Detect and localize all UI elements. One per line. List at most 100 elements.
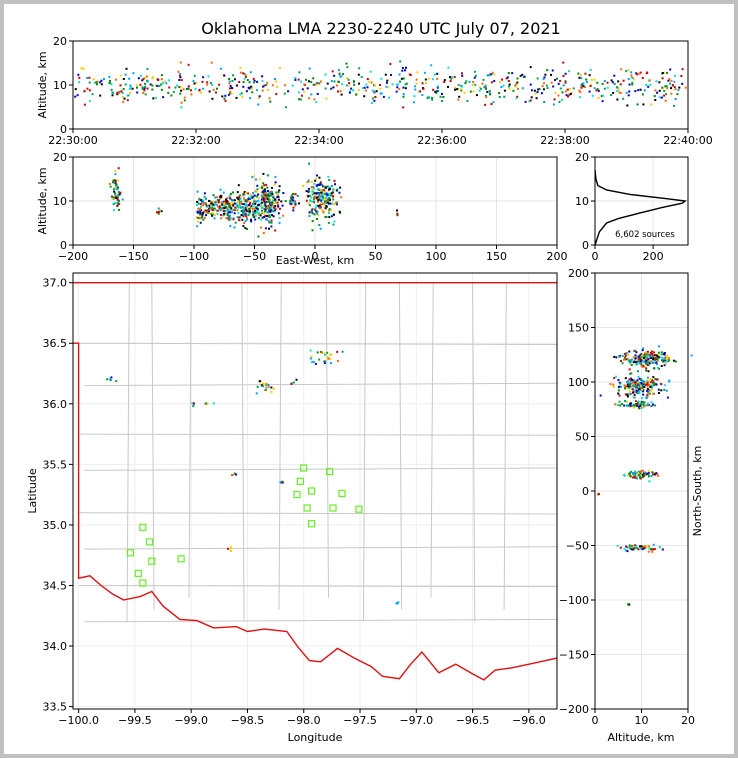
lightning-source <box>262 232 265 234</box>
lightning-source <box>645 359 648 362</box>
lightning-source <box>645 353 648 356</box>
lightning-source <box>639 361 642 364</box>
lightning-source <box>245 209 248 212</box>
lightning-source <box>143 77 146 79</box>
county-line <box>84 618 557 623</box>
lightning-source <box>117 167 120 170</box>
lightning-source <box>681 68 684 71</box>
lightning-source <box>265 386 268 389</box>
lightning-source <box>270 194 272 197</box>
lightning-source <box>223 204 225 207</box>
lightning-source <box>481 82 484 85</box>
lightning-source <box>421 82 424 85</box>
lightning-source <box>129 88 132 90</box>
lightning-source <box>116 193 119 196</box>
lightning-source <box>129 84 132 87</box>
lightning-source <box>202 204 205 207</box>
lightning-source <box>649 83 652 86</box>
lightning-source <box>332 195 335 198</box>
lightning-source <box>668 359 671 362</box>
lightning-source <box>449 76 451 79</box>
lightning-source <box>652 376 655 379</box>
lightning-source <box>294 77 297 79</box>
lightning-source <box>654 404 657 407</box>
longitude-tick-label: −97.5 <box>343 714 377 727</box>
lightning-source <box>637 375 640 378</box>
lightning-source <box>308 97 311 100</box>
lightning-source <box>625 401 628 403</box>
lightning-source <box>316 218 318 220</box>
lightning-source <box>613 74 616 77</box>
lightning-source <box>223 201 226 204</box>
lightning-source <box>617 80 620 83</box>
lightning-source <box>214 207 217 210</box>
lightning-source <box>332 86 335 89</box>
lightning-source <box>266 190 269 192</box>
lightning-source <box>512 89 515 92</box>
lightning-source <box>247 86 250 89</box>
lightning-source <box>640 406 643 409</box>
lightning-source <box>370 81 373 84</box>
lightning-source <box>122 88 125 91</box>
lightning-source <box>630 74 633 77</box>
lightning-source <box>236 204 239 207</box>
lightning-source <box>672 359 675 362</box>
lightning-source <box>249 204 252 207</box>
lightning-source <box>648 469 651 472</box>
lightning-source <box>211 201 214 203</box>
lightning-source <box>308 180 311 183</box>
latitude-tick-label: 34.0 <box>43 640 68 653</box>
lightning-source <box>201 87 204 90</box>
lightning-source <box>226 207 229 210</box>
lightning-source <box>629 379 632 382</box>
lightning-source <box>178 79 181 81</box>
lightning-source <box>276 194 279 197</box>
lightning-source <box>115 196 118 199</box>
lightning-source <box>311 208 314 211</box>
lightning-source <box>636 546 639 549</box>
lightning-source <box>590 78 593 81</box>
lightning-source <box>82 67 85 70</box>
lightning-source <box>626 357 629 360</box>
lightning-source <box>198 198 201 201</box>
lightning-source <box>269 210 272 213</box>
lightning-source <box>228 211 231 214</box>
lightning-source <box>651 550 654 553</box>
lightning-source <box>237 184 240 187</box>
lightning-source <box>633 406 636 409</box>
lightning-source <box>319 195 322 198</box>
lightning-source <box>624 354 627 357</box>
lightning-source <box>646 404 649 407</box>
lightning-source <box>219 213 222 216</box>
lightning-source <box>330 80 333 83</box>
lightning-source <box>416 71 419 74</box>
lightning-source <box>301 88 304 91</box>
lightning-source <box>632 361 635 364</box>
lightning-source <box>632 473 635 476</box>
lightning-source <box>128 77 131 80</box>
lightning-source <box>149 83 152 86</box>
lightning-source <box>238 219 241 222</box>
lightning-source <box>308 162 310 165</box>
lightning-source <box>258 95 261 98</box>
lightning-source <box>241 209 244 212</box>
lightning-source <box>297 91 300 94</box>
lightning-source <box>638 475 641 478</box>
lightning-source <box>228 194 231 197</box>
lightning-source <box>638 358 641 361</box>
lightning-source <box>323 189 325 192</box>
lightning-source <box>396 214 399 217</box>
lightning-source <box>620 360 622 362</box>
lightning-source <box>228 208 231 211</box>
lightning-source <box>623 474 626 476</box>
lightning-source <box>112 203 115 206</box>
lightning-source <box>201 213 204 216</box>
lightning-source <box>674 360 677 363</box>
lightning-source <box>242 215 245 218</box>
lightning-source <box>249 201 252 204</box>
lightning-source <box>243 213 246 216</box>
lightning-source <box>630 358 633 361</box>
lightning-source <box>461 85 464 88</box>
lightning-source <box>330 184 333 187</box>
lightning-source <box>319 204 322 207</box>
